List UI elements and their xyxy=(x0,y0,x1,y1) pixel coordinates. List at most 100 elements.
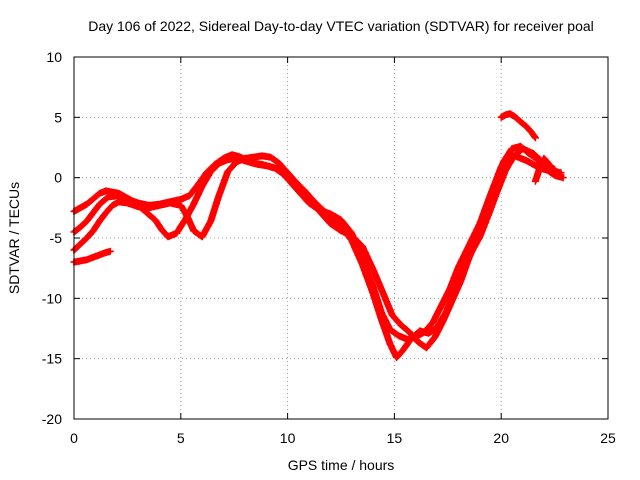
data-point xyxy=(260,163,264,166)
data-point xyxy=(534,136,537,140)
data-point xyxy=(136,205,140,208)
data-point xyxy=(534,164,537,167)
data-point xyxy=(218,161,221,165)
tick-layer xyxy=(73,56,609,420)
data-point xyxy=(459,280,462,283)
data-point xyxy=(252,161,255,165)
data-point xyxy=(504,113,507,117)
data-point xyxy=(85,258,89,261)
data-point xyxy=(536,158,539,161)
data-point xyxy=(380,318,383,322)
data-point xyxy=(277,168,281,171)
data-point xyxy=(209,219,212,223)
data-point xyxy=(408,330,411,334)
data-point xyxy=(160,228,163,231)
data-point xyxy=(502,160,505,164)
data-point xyxy=(158,204,161,207)
data-point xyxy=(209,170,212,173)
data-point xyxy=(546,161,550,165)
data-point xyxy=(94,195,97,199)
data-point xyxy=(397,334,400,337)
data-point xyxy=(339,229,343,232)
data-point xyxy=(147,206,150,210)
data-point xyxy=(92,229,95,232)
data-point xyxy=(517,118,520,121)
data-point xyxy=(521,122,524,125)
data-point xyxy=(339,218,343,222)
data-point xyxy=(388,342,392,346)
data-point xyxy=(145,211,148,214)
data-point xyxy=(504,169,507,172)
data-point xyxy=(371,292,375,295)
data-point xyxy=(391,314,394,317)
series-markers xyxy=(70,151,565,343)
y-tick-label: -10 xyxy=(42,290,62,306)
x-axis-label: GPS time / hours xyxy=(288,457,395,473)
data-point xyxy=(269,155,272,159)
data-point xyxy=(269,165,272,169)
x-tick-label: 25 xyxy=(600,430,616,446)
data-point xyxy=(512,114,516,118)
y-tick-label: -5 xyxy=(50,230,63,246)
data-point xyxy=(551,169,554,172)
data-point xyxy=(243,157,247,160)
data-point xyxy=(85,203,89,206)
data-point xyxy=(98,253,101,257)
data-point xyxy=(538,166,541,170)
data-point xyxy=(186,215,189,218)
data-point xyxy=(89,199,93,202)
data-point xyxy=(179,204,182,207)
data-point xyxy=(79,259,82,263)
data-point xyxy=(175,231,178,235)
series-markers xyxy=(497,110,539,142)
data-point xyxy=(218,193,221,196)
data-point xyxy=(418,329,422,333)
data-point xyxy=(188,194,191,197)
x-tick-label: 5 xyxy=(177,430,185,446)
data-point xyxy=(399,323,403,327)
data-point xyxy=(126,196,129,200)
data-point xyxy=(104,251,108,254)
y-axis-label: SDTVAR / TECUs xyxy=(6,182,22,294)
data-point xyxy=(527,152,531,155)
grid-layer xyxy=(74,57,608,419)
data-point xyxy=(401,349,405,352)
data-point xyxy=(493,184,496,188)
data-point xyxy=(252,155,255,159)
data-point xyxy=(77,207,80,211)
data-point xyxy=(519,145,522,148)
data-point xyxy=(467,244,471,247)
data-point xyxy=(395,356,398,359)
series-track-a xyxy=(70,151,565,343)
data-point xyxy=(115,194,118,197)
data-point xyxy=(104,189,108,193)
data-points-layer xyxy=(70,110,567,361)
x-tick-labels: 0 5 10 15 20 25 xyxy=(70,430,616,446)
series-track-e xyxy=(497,110,539,142)
data-point xyxy=(192,203,195,206)
data-point xyxy=(79,225,82,229)
series-markers xyxy=(70,142,567,352)
data-point xyxy=(500,116,503,119)
data-point xyxy=(525,159,529,162)
data-point xyxy=(98,203,101,206)
data-point xyxy=(431,321,435,324)
data-point xyxy=(442,318,445,322)
data-point xyxy=(542,157,546,160)
data-point xyxy=(235,160,238,164)
data-point xyxy=(79,242,82,246)
data-point xyxy=(168,201,172,205)
data-point xyxy=(98,192,101,195)
data-point xyxy=(371,268,375,271)
x-tick-label: 0 xyxy=(70,430,78,446)
series-track-c xyxy=(70,142,567,352)
y-tick-label: -15 xyxy=(42,351,62,367)
data-point xyxy=(111,190,114,194)
data-point xyxy=(510,147,514,150)
data-point xyxy=(382,293,385,296)
data-point xyxy=(433,335,437,339)
data-point xyxy=(467,256,471,259)
y-tick-labels: -20 -15 -10 -5 0 5 10 xyxy=(42,49,62,427)
data-point xyxy=(196,183,200,187)
